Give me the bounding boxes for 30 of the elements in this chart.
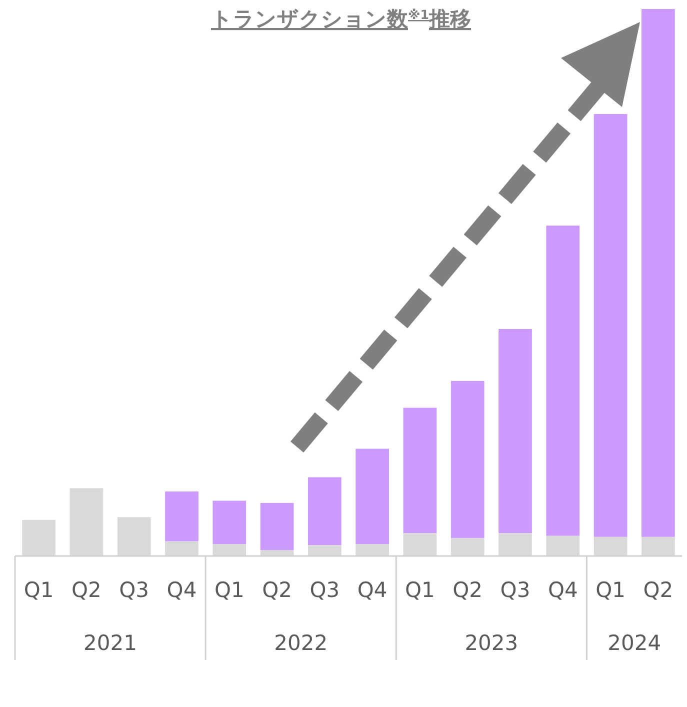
x-tick-label: Q3: [119, 578, 150, 602]
bar: [260, 502, 294, 550]
x-tick-label: Q2: [643, 578, 674, 602]
x-tick-label: Q4: [357, 578, 388, 602]
x-tick-label: Q1: [596, 578, 626, 602]
x-tick-label: Q2: [452, 578, 483, 602]
bar: [356, 448, 389, 544]
text: 2024: [608, 631, 662, 655]
bar: [308, 477, 342, 546]
chart-title: トランザクション数$^{※1}$推移: [210, 6, 472, 31]
bar: [403, 408, 437, 534]
x-tick-label: Q3: [500, 578, 530, 602]
x-tick-label: Q1: [405, 578, 435, 602]
bar: [498, 328, 532, 534]
bar: [546, 226, 580, 536]
bar: [212, 500, 246, 544]
x-tick-label: Q1: [24, 578, 54, 602]
text: 2022: [274, 631, 328, 655]
text: 2021: [84, 631, 138, 655]
x-tick-label: Q3: [310, 578, 340, 602]
bar: [165, 491, 198, 542]
bar: [594, 114, 628, 537]
x-tick-label: Q4: [166, 578, 197, 602]
bar: [642, 9, 675, 537]
x-tick-label: Q2: [72, 578, 102, 602]
text: 2023: [464, 631, 518, 655]
x-tick-label: Q2: [262, 578, 292, 602]
bar: [450, 380, 484, 538]
x-tick-label: Q4: [548, 578, 578, 602]
x-tick-label: Q1: [214, 578, 244, 602]
